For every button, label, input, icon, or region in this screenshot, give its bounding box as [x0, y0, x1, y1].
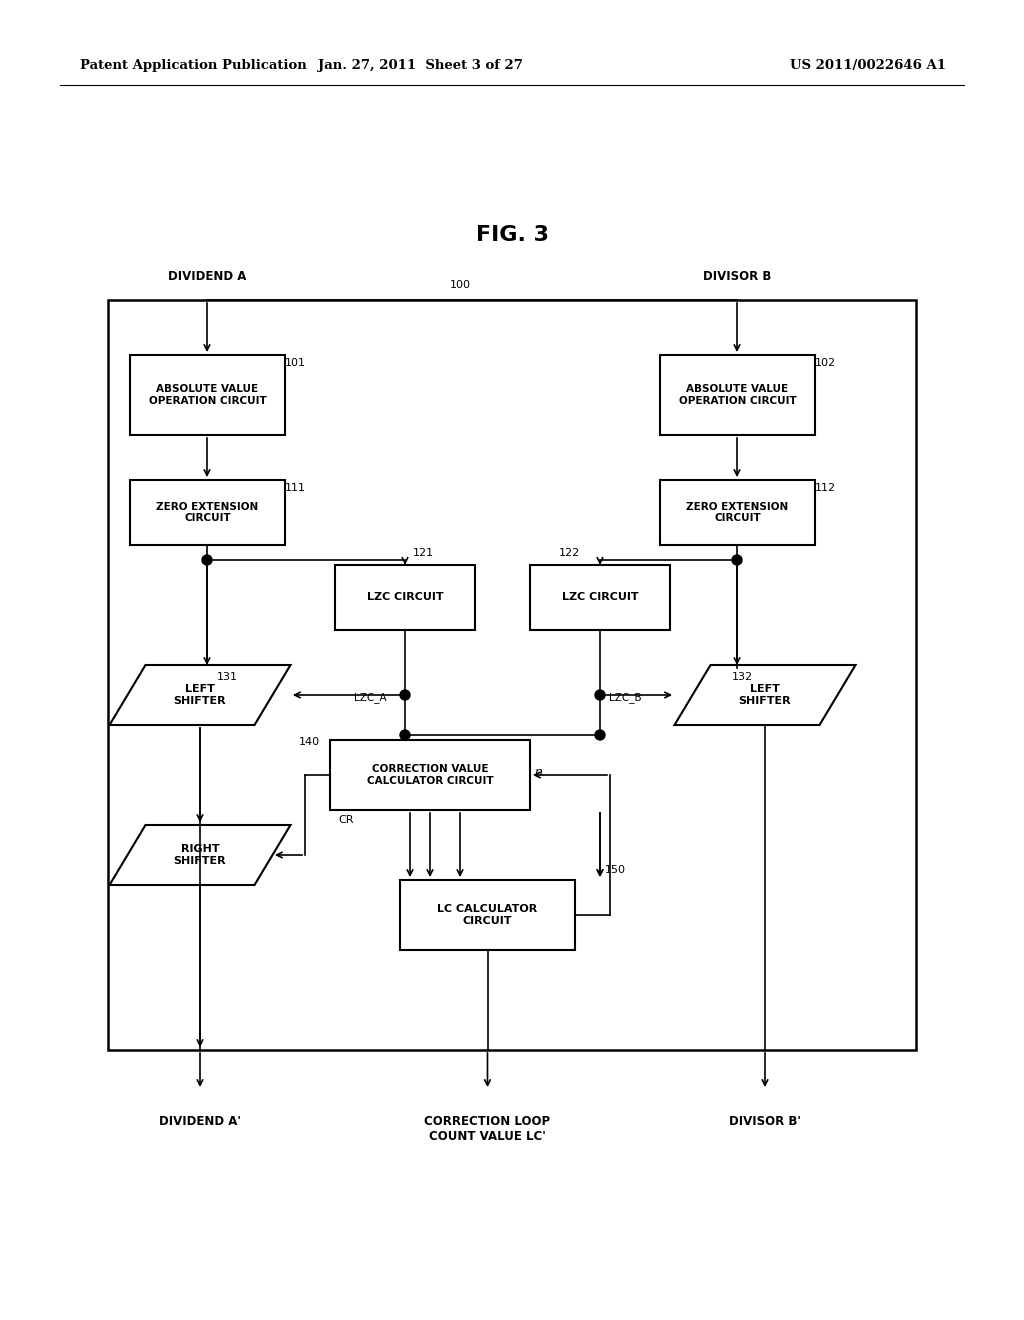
Text: LC CALCULATOR
CIRCUIT: LC CALCULATOR CIRCUIT: [437, 904, 538, 925]
Circle shape: [400, 690, 410, 700]
Text: n: n: [535, 767, 543, 780]
Text: DIVISOR B': DIVISOR B': [729, 1115, 801, 1129]
Text: 112: 112: [815, 483, 837, 492]
Bar: [660, 355, 815, 436]
Text: 101: 101: [285, 358, 306, 368]
Text: 100: 100: [450, 280, 470, 290]
Text: Jan. 27, 2011  Sheet 3 of 27: Jan. 27, 2011 Sheet 3 of 27: [317, 58, 522, 71]
Polygon shape: [675, 665, 855, 725]
Text: ZERO EXTENSION
CIRCUIT: ZERO EXTENSION CIRCUIT: [686, 502, 788, 523]
Bar: [130, 355, 285, 436]
Text: 102: 102: [815, 358, 837, 368]
Text: LEFT
SHIFTER: LEFT SHIFTER: [738, 684, 792, 706]
Text: DIVISOR B: DIVISOR B: [702, 271, 771, 282]
Text: 132: 132: [732, 672, 753, 682]
Text: DIVIDEND A: DIVIDEND A: [168, 271, 246, 282]
Text: RIGHT
SHIFTER: RIGHT SHIFTER: [174, 845, 226, 866]
Text: 122: 122: [559, 548, 580, 558]
Bar: [400, 880, 575, 950]
Bar: [130, 480, 285, 545]
Text: 150: 150: [605, 865, 626, 875]
Text: LZC CIRCUIT: LZC CIRCUIT: [367, 593, 443, 602]
Text: CORRECTION VALUE
CALCULATOR CIRCUIT: CORRECTION VALUE CALCULATOR CIRCUIT: [367, 764, 494, 785]
Text: ABSOLUTE VALUE
OPERATION CIRCUIT: ABSOLUTE VALUE OPERATION CIRCUIT: [148, 384, 266, 405]
Text: 140: 140: [299, 737, 319, 747]
Text: 121: 121: [413, 548, 434, 558]
Bar: [530, 565, 670, 630]
Polygon shape: [110, 665, 291, 725]
Text: CORRECTION LOOP
COUNT VALUE LC': CORRECTION LOOP COUNT VALUE LC': [424, 1115, 551, 1143]
Text: LEFT
SHIFTER: LEFT SHIFTER: [174, 684, 226, 706]
Bar: [335, 565, 475, 630]
Text: DIVIDEND A': DIVIDEND A': [159, 1115, 241, 1129]
Text: LZC_B: LZC_B: [608, 692, 641, 704]
Text: CR: CR: [338, 814, 353, 825]
Text: 111: 111: [285, 483, 306, 492]
Circle shape: [595, 730, 605, 741]
Circle shape: [202, 554, 212, 565]
Text: LZC_A: LZC_A: [353, 692, 386, 704]
Circle shape: [595, 690, 605, 700]
Text: ABSOLUTE VALUE
OPERATION CIRCUIT: ABSOLUTE VALUE OPERATION CIRCUIT: [679, 384, 797, 405]
Text: Patent Application Publication: Patent Application Publication: [80, 58, 307, 71]
Text: ZERO EXTENSION
CIRCUIT: ZERO EXTENSION CIRCUIT: [157, 502, 259, 523]
Polygon shape: [110, 825, 291, 884]
Bar: [660, 480, 815, 545]
Bar: [330, 741, 530, 810]
Circle shape: [400, 730, 410, 741]
Text: 131: 131: [217, 672, 238, 682]
Text: FIG. 3: FIG. 3: [475, 224, 549, 246]
Text: LZC CIRCUIT: LZC CIRCUIT: [562, 593, 638, 602]
Text: US 2011/0022646 A1: US 2011/0022646 A1: [790, 58, 946, 71]
Bar: [108, 300, 916, 1049]
Circle shape: [732, 554, 742, 565]
